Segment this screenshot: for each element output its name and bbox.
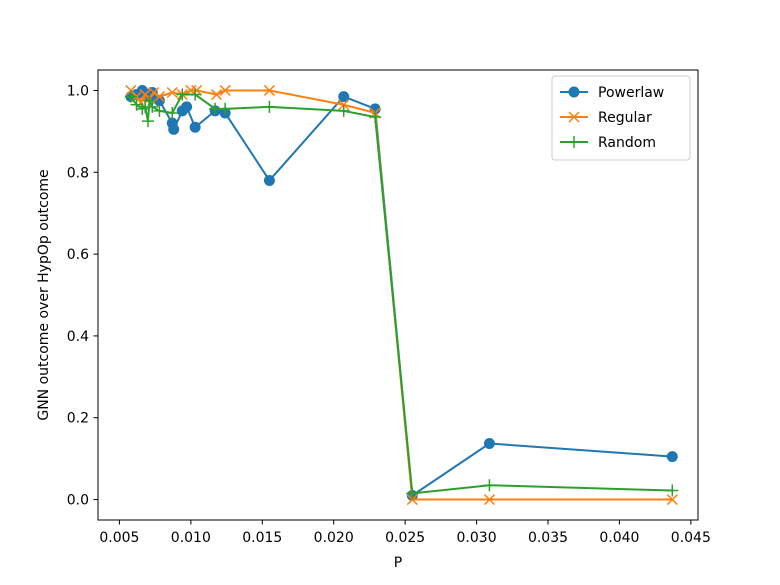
x-axis: 0.005 0.010 0.015 0.020 0.025 0.030 0.035 0.040…: [99, 520, 711, 546]
legend-label-regular: Regular: [598, 110, 652, 126]
x-tick-label: 0.005: [99, 530, 139, 546]
data-point-random: [337, 104, 350, 117]
y-tick-label: 0.6: [67, 247, 89, 263]
data-point-random: [143, 94, 156, 107]
data-point-random: [406, 487, 419, 500]
data-point-powerlaw: [338, 91, 350, 103]
x-tick-label: 0.020: [314, 530, 354, 546]
data-point-regular: [153, 91, 165, 103]
data-point-random: [124, 90, 137, 103]
data-point-random: [142, 115, 154, 128]
data-point-random: [136, 102, 149, 115]
data-point-regular: [148, 86, 160, 99]
data-point-powerlaw: [666, 451, 678, 463]
data-point-random: [483, 479, 496, 492]
y-axis-label: GNN outcome over HypOp outcome: [36, 169, 52, 420]
y-tick-label: 0.4: [67, 329, 89, 345]
legend-label-random: Random: [598, 135, 656, 151]
data-point-powerlaw: [483, 438, 495, 449]
data-point-random: [146, 100, 159, 113]
data-point-powerlaw: [181, 101, 193, 113]
data-point-regular: [406, 494, 418, 506]
y-tick-label: 0.8: [67, 165, 89, 181]
data-point-powerlaw: [263, 174, 275, 186]
legend-marker-random: [568, 136, 580, 148]
x-tick-label: 0.045: [671, 530, 711, 546]
data-point-regular: [211, 89, 223, 101]
y-tick-label: 1.0: [67, 83, 89, 99]
data-point-random: [219, 102, 232, 115]
data-point-regular: [666, 494, 678, 506]
data-point-regular: [338, 99, 350, 111]
y-tick-label: 0.2: [67, 411, 89, 427]
data-point-random: [189, 88, 202, 101]
x-axis-label: P: [394, 555, 402, 571]
data-point-random: [263, 100, 276, 113]
x-tick-label: 0.040: [599, 530, 639, 546]
y-tick-label: 0.0: [67, 493, 89, 509]
y-axis: 0.0 0.2 0.4 0.6 0.8 1.0: [67, 83, 98, 509]
series-layer: [124, 84, 679, 506]
series-random: [124, 88, 679, 500]
data-point-random: [666, 484, 679, 497]
x-tick-label: 0.030: [457, 530, 497, 546]
legend-label-powerlaw: Powerlaw: [598, 85, 664, 101]
legend-marker-regular: [568, 111, 580, 123]
legend: Powerlaw Regular Random: [551, 75, 691, 161]
data-point-regular: [263, 84, 275, 96]
x-tick-label: 0.015: [242, 530, 282, 546]
data-point-regular: [166, 86, 178, 99]
plot-frame: [97, 69, 699, 521]
x-tick-label: 0.025: [385, 530, 425, 546]
data-point-powerlaw: [168, 123, 180, 135]
legend-box: [551, 75, 691, 161]
data-point-regular: [483, 494, 495, 506]
data-point-regular: [219, 84, 231, 96]
data-point-random: [153, 104, 166, 117]
data-point-random: [176, 88, 189, 101]
x-tick-label: 0.035: [528, 530, 568, 546]
data-point-powerlaw: [189, 121, 201, 133]
data-point-random: [369, 111, 382, 124]
legend-marker-powerlaw: [568, 86, 580, 98]
x-tick-label: 0.010: [171, 530, 211, 546]
data-point-random: [166, 106, 179, 119]
